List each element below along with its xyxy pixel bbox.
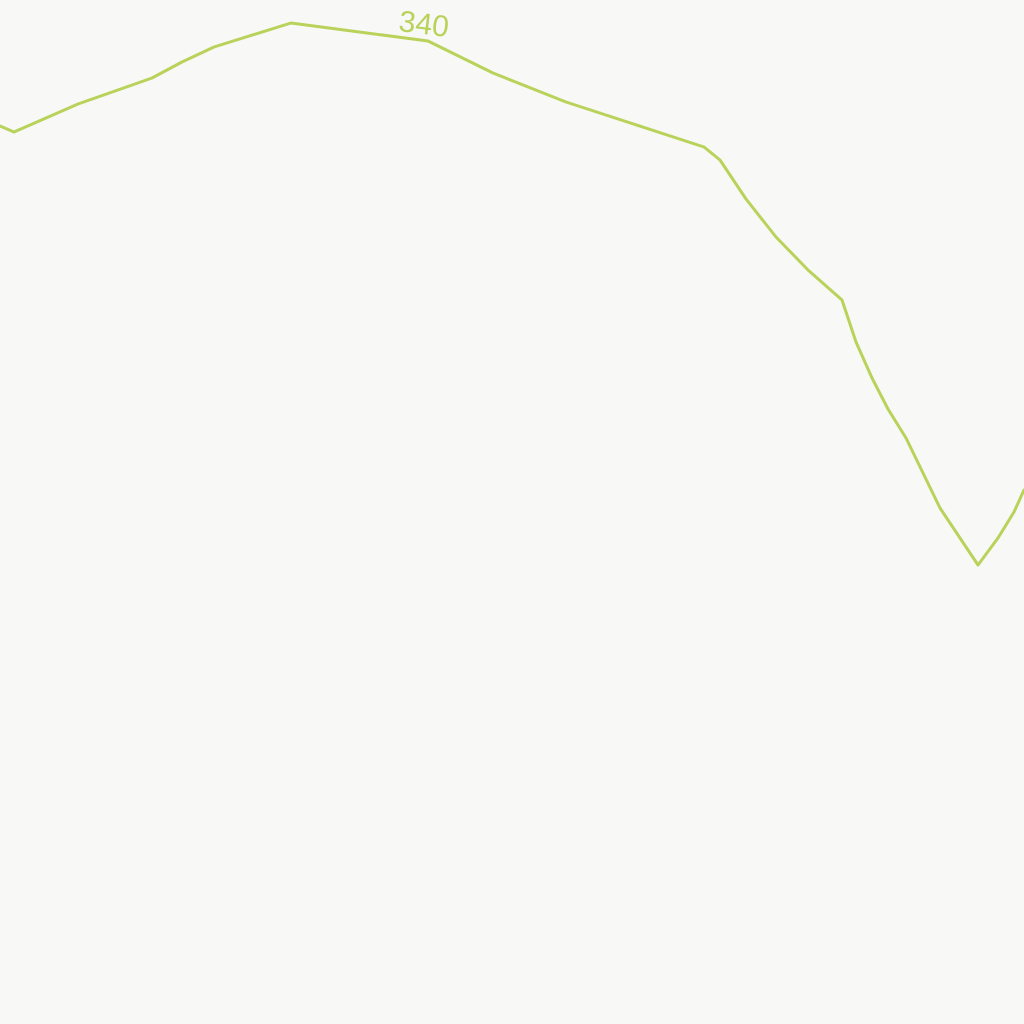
contour-elevation-label: 340	[397, 5, 451, 44]
contour-line	[0, 21, 1024, 567]
contour-layer: 340	[0, 5, 1024, 567]
